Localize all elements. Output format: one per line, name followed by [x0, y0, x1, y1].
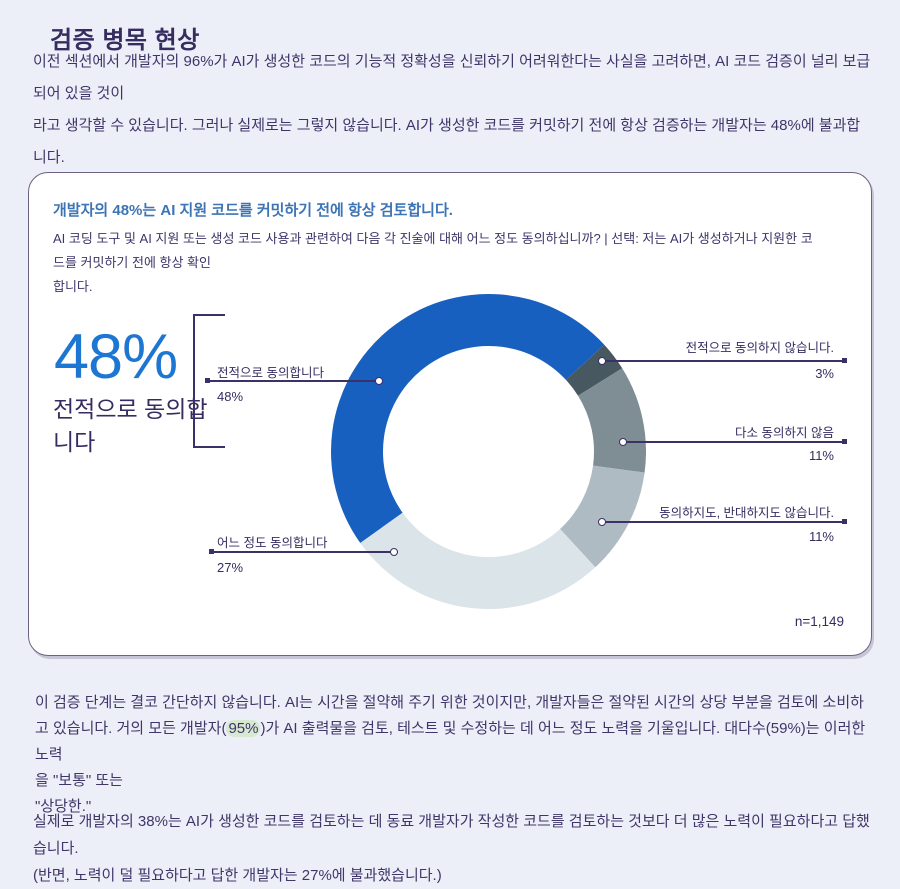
callout-circle-marker: [375, 377, 383, 385]
slice-label-strongly-agree: 전적으로 동의합니다: [217, 366, 324, 380]
callout-square-marker: [842, 519, 847, 524]
slice-label-neither: 동의하지도, 반대하지도 않습니다.: [659, 506, 834, 520]
callout-circle-marker: [598, 357, 606, 365]
donut-chart: [331, 294, 646, 609]
slice-value-strongly-disagree: 3%: [815, 366, 834, 381]
donut-slice-2: [578, 368, 646, 473]
slice-label-strongly-disagree: 전적으로 동의하지 않습니다.: [685, 341, 834, 355]
donut-slice-0: [331, 294, 605, 543]
page-title: 검증 병목 현상: [50, 27, 200, 54]
callout-square-marker: [205, 378, 210, 383]
donut-slice-1: [566, 344, 623, 396]
slice-label-somewhat-disagree: 다소 동의하지 않음: [735, 426, 834, 440]
callout-line: [208, 380, 379, 382]
slice-value-neither: 11%: [808, 529, 834, 544]
chart-title: 개발자의 48%는 AI 지원 코드를 커밋하기 전에 항상 검토합니다.: [53, 202, 453, 219]
slice-value-strongly-agree: 48%: [217, 389, 244, 404]
big-stat-value: 48%: [54, 322, 178, 392]
closing-paragraph: 실제로 개발자의 38%는 AI가 생성한 코드를 검토하는 데 동료 개발자가…: [33, 813, 870, 884]
donut-slice-3: [560, 465, 645, 568]
chart-card: 개발자의 48%는 AI 지원 코드를 커밋하기 전에 항상 검토합니다. AI…: [28, 172, 872, 656]
analysis-text-2: )가 AI 출력물을 검토, 테스트 및 수정하는 데 어느 정도 노력을 기울…: [35, 720, 866, 815]
big-stat-label: 전적으로 동의합 니다: [53, 396, 208, 455]
chart-subtitle: AI 코딩 도구 및 AI 지원 또는 생성 코드 사용과 관련하여 다음 각 …: [53, 231, 813, 294]
slice-value-somewhat-agree: 27%: [217, 560, 244, 575]
donut-slice-4: [360, 512, 596, 609]
callout-line: [625, 441, 847, 443]
callout-circle-marker: [390, 548, 398, 556]
callout-circle-marker: [598, 518, 606, 526]
highlighted-stat: 95%: [226, 720, 261, 737]
callout-line: [212, 551, 398, 553]
slice-label-somewhat-agree: 어느 정도 동의합니다: [217, 536, 328, 550]
callout-line: [604, 521, 847, 523]
sample-size: n=1,149: [794, 614, 844, 629]
intro-paragraph: 이전 섹션에서 개발자의 96%가 AI가 생성한 코드의 기능적 정확성을 신…: [33, 53, 871, 166]
callout-square-marker: [842, 439, 847, 444]
callout-circle-marker: [619, 438, 627, 446]
callout-line: [604, 360, 847, 362]
callout-square-marker: [842, 358, 847, 363]
analysis-paragraph: 이 검증 단계는 결코 간단하지 않습니다. AI는 시간을 절약해 주기 위한…: [35, 690, 867, 820]
slice-value-somewhat-disagree: 11%: [808, 448, 834, 463]
analysis-text-1: 이 검증 단계는 결코 간단하지 않습니다. AI는 시간을 절약해 주기 위한…: [35, 694, 864, 737]
callout-square-marker: [209, 549, 214, 554]
bracket-shape: [193, 314, 225, 448]
